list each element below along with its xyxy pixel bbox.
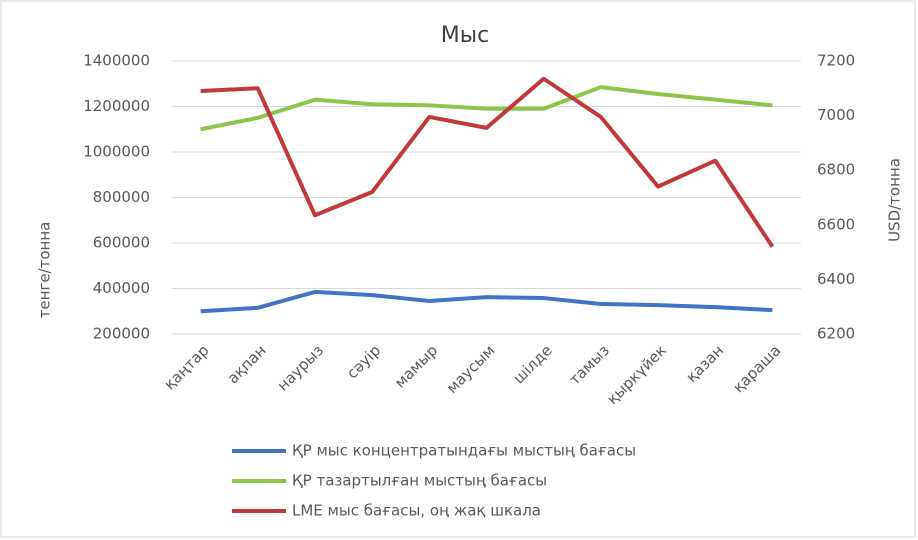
y-tick-label: 800000 — [93, 188, 150, 206]
y-axis-title: тенге/тонна — [36, 222, 54, 319]
y2-axis-title: USD/тонна — [886, 158, 904, 242]
y2-tick-label: 7000 — [817, 106, 855, 124]
y-tick-label: 400000 — [93, 279, 150, 297]
y2-tick-label: 6400 — [817, 270, 855, 288]
y2-tick-label: 7200 — [817, 52, 855, 70]
y-tick-label: 1400000 — [83, 52, 150, 70]
legend-label: LME мыс бағасы, оң жақ шкала — [292, 502, 541, 520]
legend-label: ҚР тазартылған мыстың бағасы — [292, 472, 547, 490]
chart-title: Мыс — [441, 23, 489, 48]
y-tick-label: 1200000 — [83, 97, 150, 115]
y-tick-label: 600000 — [93, 234, 150, 252]
series-line — [200, 76, 775, 248]
series-line — [200, 85, 773, 132]
series-line — [200, 289, 773, 314]
y-tick-label: 200000 — [93, 325, 150, 343]
legend-label: ҚР мыс концентратындағы мыстың бағасы — [292, 442, 636, 460]
y-tick-label: 1000000 — [83, 143, 150, 161]
y2-tick-label: 6200 — [817, 325, 855, 343]
y2-tick-label: 6800 — [817, 161, 855, 179]
y2-tick-label: 6600 — [817, 215, 855, 233]
